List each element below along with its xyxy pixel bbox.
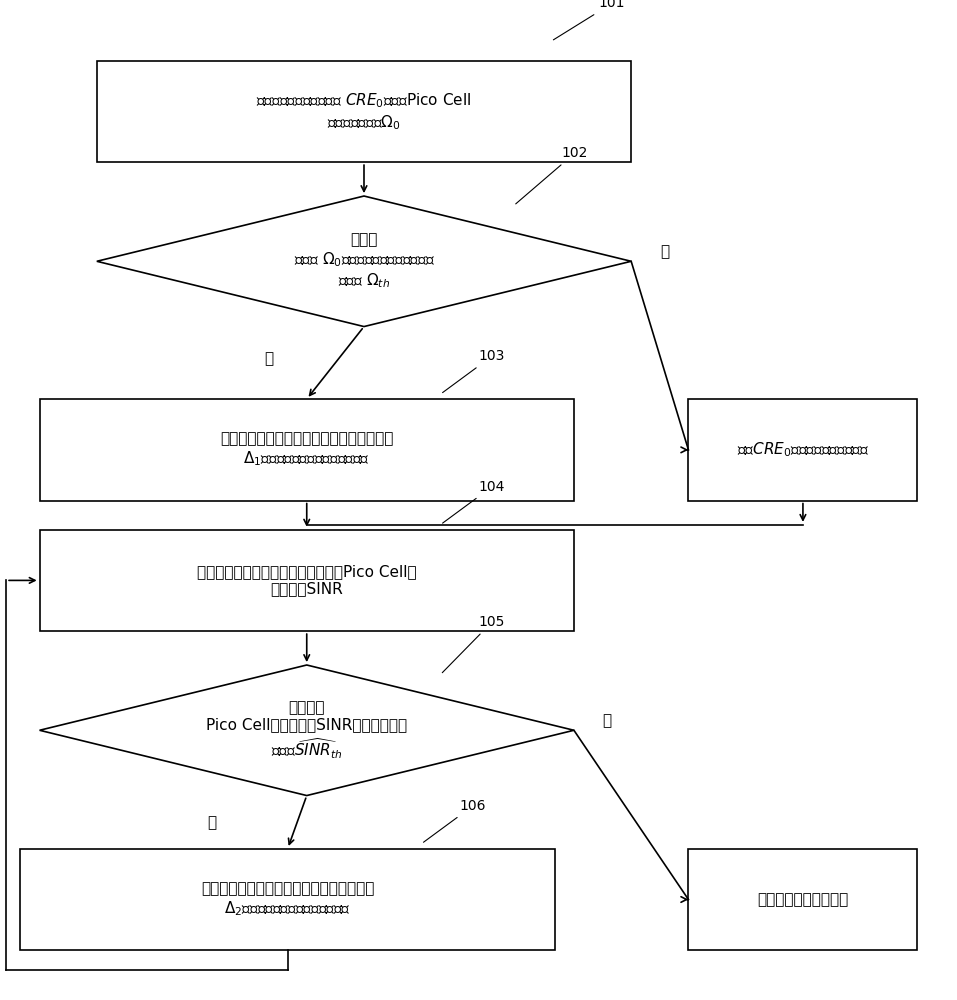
Text: 103: 103 <box>442 349 505 393</box>
FancyBboxPatch shape <box>39 530 574 631</box>
FancyBboxPatch shape <box>39 399 574 501</box>
Text: 106: 106 <box>424 799 486 842</box>
Text: 统计更新后的小区切换偏置条件下，Pico Cell边
界用户的SINR: 统计更新后的小区切换偏置条件下，Pico Cell边 界用户的SINR <box>197 564 416 597</box>
Text: 105: 105 <box>442 615 505 673</box>
FancyBboxPatch shape <box>688 399 918 501</box>
Text: 102: 102 <box>516 146 588 204</box>
Text: 101: 101 <box>553 0 625 40</box>
Text: 否: 否 <box>659 244 669 259</box>
Text: 判断所有
Pico Cell边界用户的SINR是否大于预设
的阈值$\widehat{SINR}_{th}$: 判断所有 Pico Cell边界用户的SINR是否大于预设 的阈值$\wideh… <box>206 700 408 761</box>
Text: 采用当前小区切换偏置: 采用当前小区切换偏置 <box>757 892 849 907</box>
Polygon shape <box>97 196 632 327</box>
Text: 是: 是 <box>264 351 273 366</box>
Text: 统计在初始小区切换偏置 $CRE_0$条件下Pico Cell
的资源占用状况$\it{\Omega}_0$: 统计在初始小区切换偏置 $CRE_0$条件下Pico Cell 的资源占用状况$… <box>256 91 472 132</box>
FancyBboxPatch shape <box>97 61 632 162</box>
FancyBboxPatch shape <box>688 849 918 950</box>
Text: 将当前小区切换偏置的值减去一个调整步长
$\Delta_2$作为更新后的当前小区切换偏置: 将当前小区切换偏置的值减去一个调整步长 $\Delta_2$作为更新后的当前小区… <box>201 881 374 918</box>
Text: 采用$CRE_0$作为当前小区切换偏置: 采用$CRE_0$作为当前小区切换偏置 <box>737 441 869 459</box>
Text: 104: 104 <box>442 480 505 523</box>
Text: 将当前小区切换偏置的值加上一个调整步长
$\Delta_1$作为更新后的当前小区切换偏置: 将当前小区切换偏置的值加上一个调整步长 $\Delta_1$作为更新后的当前小区… <box>220 432 393 468</box>
FancyBboxPatch shape <box>20 849 555 950</box>
Text: 是: 是 <box>603 713 612 728</box>
Polygon shape <box>39 665 574 796</box>
Text: 判断统
计到的 $\it{\Omega}_0$是否小于预设的资源占用状
况阈值 $\it{\Omega}_{th}$: 判断统 计到的 $\it{\Omega}_0$是否小于预设的资源占用状 况阈值 … <box>294 232 434 290</box>
Text: 否: 否 <box>207 815 216 830</box>
